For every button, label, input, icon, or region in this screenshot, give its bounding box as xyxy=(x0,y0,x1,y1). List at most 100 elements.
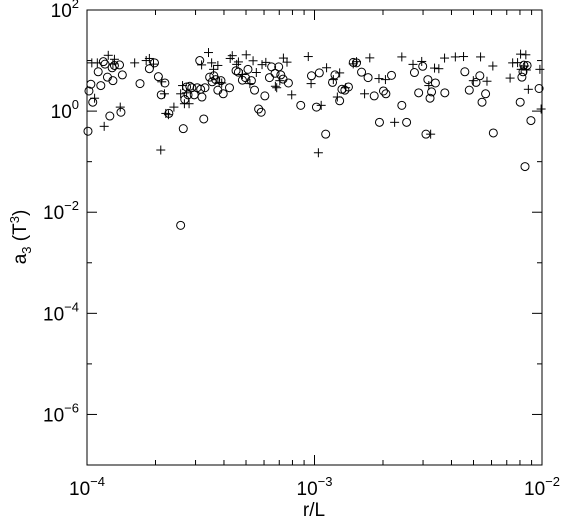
point-plus xyxy=(426,129,436,139)
point-circle xyxy=(98,57,108,67)
point-circle xyxy=(107,63,117,73)
point-plus xyxy=(440,53,450,63)
point-circle xyxy=(231,66,241,76)
point-plus xyxy=(476,52,486,62)
point-circle xyxy=(386,70,396,80)
point-circle xyxy=(522,60,532,70)
point-circle xyxy=(515,97,525,107)
point-plus xyxy=(365,53,375,63)
point-plus xyxy=(156,145,166,155)
point-circle xyxy=(216,76,226,86)
point-circle xyxy=(311,102,321,112)
point-plus xyxy=(103,50,113,60)
point-circle xyxy=(425,93,435,103)
point-plus xyxy=(90,93,100,103)
point-plus xyxy=(251,68,261,78)
point-plus xyxy=(488,61,498,71)
point-plus xyxy=(257,60,267,70)
point-circle xyxy=(321,129,331,139)
point-circle xyxy=(88,97,98,107)
point-circle xyxy=(357,67,367,77)
point-plus xyxy=(159,89,169,99)
point-plus xyxy=(163,110,173,120)
point-circle xyxy=(200,83,210,93)
point-circle xyxy=(178,124,188,134)
point-circle xyxy=(84,86,94,96)
point-plus xyxy=(272,83,282,93)
point-circle xyxy=(243,64,253,74)
point-circle xyxy=(374,117,384,127)
point-plus xyxy=(237,69,247,79)
point-plus xyxy=(520,61,530,71)
point-plus xyxy=(316,100,326,110)
point-circle xyxy=(117,70,127,80)
point-plus xyxy=(287,90,297,100)
point-plus xyxy=(380,75,390,85)
point-circle xyxy=(105,111,115,121)
point-plus xyxy=(352,57,362,67)
point-circle xyxy=(283,78,293,88)
x-tick-label: 10−4 xyxy=(69,474,105,500)
x-tick-label: 10−3 xyxy=(297,474,333,500)
point-circle xyxy=(423,75,433,85)
point-circle xyxy=(276,70,286,80)
point-plus xyxy=(245,79,255,89)
point-circle xyxy=(160,78,170,88)
point-circle xyxy=(526,116,536,126)
point-plus xyxy=(241,50,251,60)
point-plus xyxy=(303,52,313,62)
point-circle xyxy=(488,128,498,138)
point-plus xyxy=(516,49,526,59)
point-circle xyxy=(211,75,221,85)
point-plus xyxy=(535,64,545,74)
point-plus xyxy=(115,102,125,112)
point-circle xyxy=(274,62,284,72)
point-plus xyxy=(169,102,179,112)
point-plus xyxy=(424,81,434,91)
point-circle xyxy=(481,89,491,99)
point-circle xyxy=(381,89,391,99)
y-tick-label: 10−4 xyxy=(43,299,79,325)
point-plus xyxy=(505,73,515,83)
point-circle xyxy=(427,87,437,97)
point-plus xyxy=(233,57,243,67)
point-circle xyxy=(115,60,125,70)
point-circle xyxy=(402,117,412,127)
point-circle xyxy=(471,77,481,87)
point-plus xyxy=(184,99,194,109)
point-plus xyxy=(313,148,323,158)
point-circle xyxy=(296,100,306,110)
point-plus xyxy=(360,89,370,99)
point-circle xyxy=(254,104,264,114)
point-plus xyxy=(278,53,288,63)
point-circle xyxy=(518,67,528,77)
point-circle xyxy=(520,162,530,172)
y-tick-label: 10−6 xyxy=(43,400,79,426)
point-plus xyxy=(322,63,332,73)
point-plus xyxy=(217,78,227,88)
y-tick-label: 10−2 xyxy=(43,198,79,224)
point-plus xyxy=(332,92,342,102)
point-circle xyxy=(144,64,154,74)
point-plus xyxy=(213,60,223,70)
point-plus xyxy=(270,81,280,91)
point-circle xyxy=(83,126,93,136)
y-tick-label: 100 xyxy=(51,97,79,123)
point-circle xyxy=(153,72,163,82)
point-circle xyxy=(93,67,103,77)
point-circle xyxy=(246,76,256,86)
point-plus xyxy=(197,60,207,70)
point-plus xyxy=(459,52,469,62)
point-plus xyxy=(99,121,109,131)
point-plus xyxy=(328,75,338,85)
point-plus xyxy=(450,52,460,62)
point-circle xyxy=(369,91,379,101)
point-plus xyxy=(523,84,533,94)
point-plus xyxy=(176,89,186,99)
point-circle xyxy=(156,90,166,100)
point-circle xyxy=(195,56,205,66)
point-circle xyxy=(197,92,207,102)
tick-labels: 10−4 10−3 10−2 102 100 10−2 10−4 10−6 xyxy=(43,0,560,500)
data-points xyxy=(83,48,546,230)
